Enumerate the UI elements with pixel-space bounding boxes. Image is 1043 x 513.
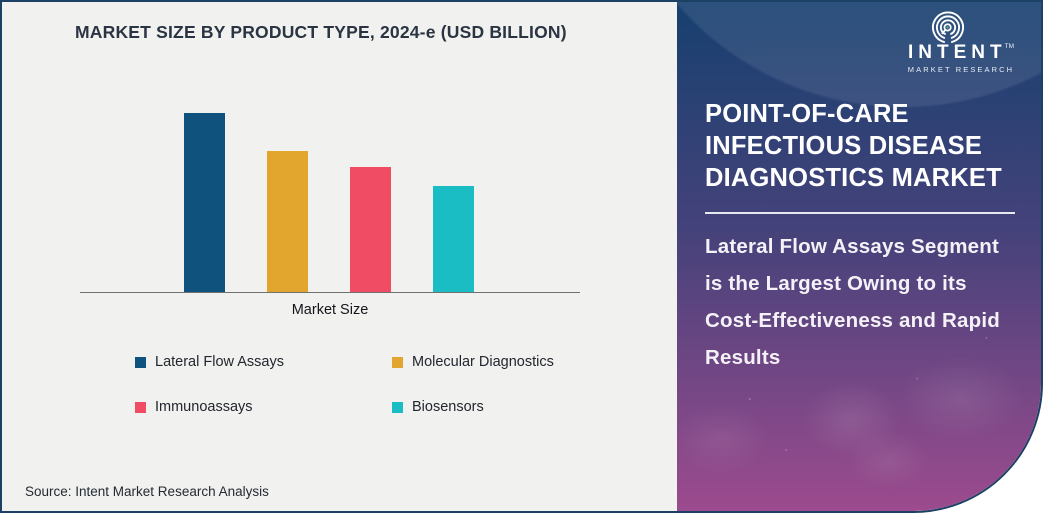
legend-label: Immunoassays (155, 399, 253, 415)
bar-immunoassays (350, 167, 391, 292)
logo-brand-text: INTENT (908, 42, 1007, 63)
legend-swatch (135, 401, 146, 413)
bar-biosensors (433, 186, 474, 292)
bar-lateral-flow-assays (184, 113, 225, 292)
logo-tagline: MARKET RESEARCH (907, 65, 1015, 74)
legend-swatch (135, 356, 146, 368)
bar-group (184, 113, 474, 292)
legend-item: Biosensors (392, 399, 554, 415)
bar-molecular-diagnostics (267, 151, 308, 292)
divider-line (705, 212, 1015, 214)
source-note: Source: Intent Market Research Analysis (25, 484, 269, 499)
logo: INTENT TM MARKET RESEARCH (895, 10, 1027, 74)
chart-title: MARKET SIZE BY PRODUCT TYPE, 2024-e (USD… (75, 22, 567, 42)
info-panel: INTENT TM MARKET RESEARCH POINT-OF-CARE … (677, 2, 1041, 511)
bar-chart-plot (80, 90, 580, 293)
legend-label: Molecular Diagnostics (412, 354, 554, 370)
chart-section: MARKET SIZE BY PRODUCT TYPE, 2024-e (USD… (2, 2, 677, 511)
legend-item: Molecular Diagnostics (392, 354, 554, 370)
logo-trademark: TM (1004, 43, 1014, 50)
legend-item: Lateral Flow Assays (135, 354, 392, 370)
panel-title: POINT-OF-CARE INFECTIOUS DISEASE DIAGNOS… (705, 100, 1002, 192)
legend-swatch (392, 356, 403, 368)
panel-subtitle: Lateral Flow Assays Segment is the Large… (705, 235, 1000, 369)
legend-label: Lateral Flow Assays (155, 354, 284, 370)
legend-item: Immunoassays (135, 399, 392, 415)
logo-wordmark: INTENT TM (908, 42, 1014, 64)
legend-label: Biosensors (412, 399, 484, 415)
x-axis-label: Market Size (291, 302, 369, 318)
legend-swatch (392, 401, 403, 413)
chart-legend: Lateral Flow Assays Molecular Diagnostics… (135, 354, 554, 415)
intent-signal-magnifier-icon (932, 11, 964, 43)
